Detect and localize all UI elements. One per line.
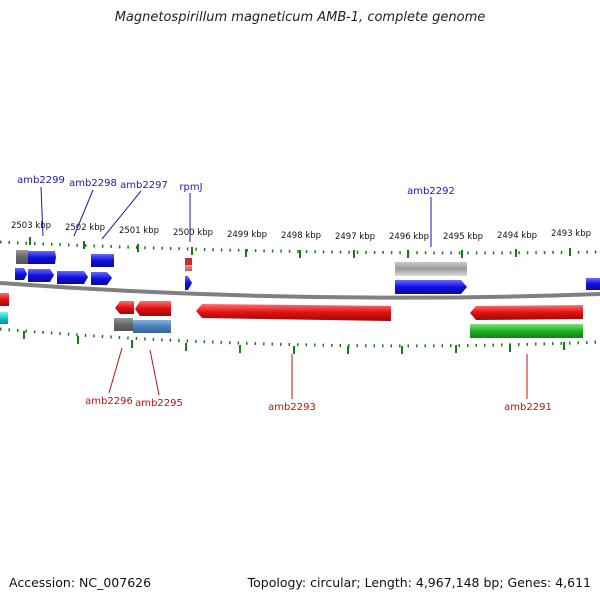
gene-reverse (115, 301, 134, 314)
scale-label: 2497 kbp (335, 232, 375, 242)
label-leader (149, 349, 160, 396)
scale-label: 2502 kbp (65, 223, 105, 233)
scale-label: 2500 kbp (173, 228, 213, 238)
label-leader (40, 186, 44, 237)
gene-label-forward[interactable]: amb2299 (17, 175, 65, 186)
upper-major-ticks (29, 237, 571, 258)
gene-rna (185, 265, 192, 271)
gene-label-reverse[interactable]: amb2293 (268, 402, 316, 413)
gene-label-forward[interactable]: amb2297 (120, 180, 168, 191)
scale-label: 2501 kbp (119, 226, 159, 236)
lower-major-ticks (23, 331, 565, 354)
gene-label-reverse[interactable]: amb2296 (85, 396, 133, 407)
gene-forward (28, 269, 54, 282)
scale-label: 2494 kbp (497, 231, 537, 241)
scale-label: 2498 kbp (281, 231, 321, 241)
gene-forward (185, 276, 192, 290)
scale-label: 2493 kbp (551, 229, 591, 239)
gene-rna (470, 324, 583, 338)
gene-reverse (470, 305, 583, 320)
gene-forward (91, 254, 114, 267)
gene-rna (185, 258, 192, 265)
gene-pseudo (395, 262, 467, 276)
gene-reverse (196, 304, 391, 321)
gene-forward (57, 271, 88, 284)
gene-forward (91, 272, 112, 285)
gene-label-forward[interactable]: amb2292 (407, 186, 455, 197)
scale-label: 2499 kbp (227, 230, 267, 240)
gene-other (0, 312, 8, 324)
gene-forward (586, 278, 600, 290)
gene-pseudo (114, 318, 133, 331)
gene-rna (133, 320, 171, 333)
gene-label-forward[interactable]: rpmJ (179, 182, 202, 193)
gene-label-forward[interactable]: amb2298 (69, 178, 117, 189)
label-leader (108, 347, 123, 394)
gene-pseudo (16, 250, 28, 264)
accession-text: Accession: NC_007626 (9, 575, 152, 590)
page-title: Magnetospirillum magneticum AMB-1, compl… (114, 10, 486, 25)
gene-forward (395, 280, 467, 294)
gene-reverse (0, 293, 9, 306)
scale-label: 2503 kbp (11, 221, 51, 231)
topology-text: Topology: circular; Length: 4,967,148 bp… (247, 575, 591, 590)
gene-label-reverse[interactable]: amb2295 (135, 398, 183, 409)
label-leader (101, 190, 142, 240)
scale-label: 2495 kbp (443, 232, 483, 242)
genome-backbone (0, 281, 600, 300)
scale-label: 2496 kbp (389, 232, 429, 242)
gene-reverse (135, 301, 171, 316)
gene-label-reverse[interactable]: amb2291 (504, 402, 552, 413)
gene-forward (15, 268, 27, 280)
gene-forward (28, 251, 56, 264)
label-leader (73, 189, 94, 237)
